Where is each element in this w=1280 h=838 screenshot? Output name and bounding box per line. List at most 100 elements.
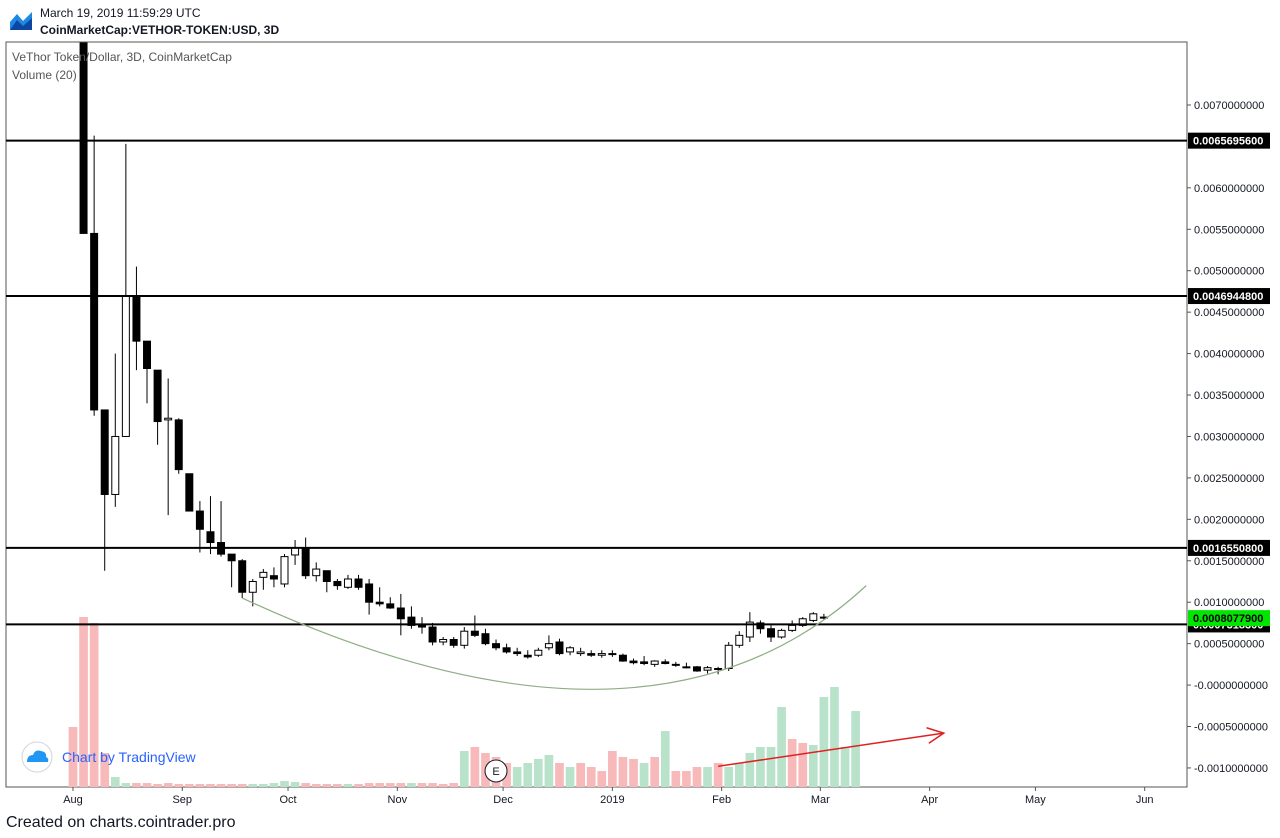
annotations: E [241, 585, 946, 783]
candle-body [809, 613, 818, 621]
time-axis-tick-label: Jun [1136, 794, 1154, 806]
price-axis-tick-label: -0.0005000000 [1194, 722, 1268, 734]
volume-bar [89, 623, 99, 787]
candle-body [513, 651, 522, 655]
time-axis[interactable]: Aug Sep Oct Nov Dec 2019 Feb Mar Apr May Jun [63, 787, 1154, 806]
candle-body [460, 630, 469, 646]
volume-bar [586, 767, 596, 787]
volume-bar [608, 751, 617, 787]
time-axis-tick-label: Aug [63, 794, 83, 806]
volume-bar [703, 767, 712, 787]
snapshot-timestamp: March 19, 2019 11:59:29 UTC [40, 6, 201, 20]
candle-body [354, 578, 363, 588]
candle-body [650, 660, 659, 665]
volume-bar [364, 783, 374, 787]
candle-body [587, 653, 596, 656]
volume-bar [216, 784, 226, 787]
volume-bar [734, 763, 744, 787]
volume-trend-arrow-head [926, 727, 946, 744]
volume-bar [650, 757, 660, 787]
volume-bar [153, 784, 162, 787]
volume-bars [68, 617, 860, 787]
candle-body [788, 624, 797, 631]
price-badges: 0.00656956000.00469448000.00165508000.00… [1188, 132, 1270, 633]
time-axis-tick-label: Mar [811, 794, 830, 806]
volume-indicator-label: Volume (20) [12, 68, 77, 82]
candle-body [111, 435, 120, 495]
candle-body [714, 667, 723, 670]
rounded-bottom-curve [241, 585, 867, 690]
candle-body [777, 629, 786, 638]
candle-body [79, 42, 88, 234]
price-axis-tick-label: 0.0060000000 [1194, 183, 1264, 195]
volume-bar [322, 784, 332, 787]
volume-bar [798, 743, 808, 787]
candle-body [100, 409, 109, 495]
volume-bar [756, 747, 765, 787]
tradingview-cloud-shape [27, 750, 49, 762]
price-axis[interactable]: 0.0070000000 0.0060000000 0.0055000000 0.00… [1187, 100, 1268, 775]
candle-body [396, 607, 405, 620]
volume-bar [766, 747, 776, 787]
volume-bar [121, 783, 131, 787]
volume-bar [396, 783, 406, 787]
volume-bar [629, 759, 638, 787]
price-axis-tick-label: -0.0000000000 [1194, 680, 1268, 692]
tradingview-watermark[interactable]: Chart by TradingView [21, 741, 196, 773]
footer-credit: Created on charts.cointrader.pro [6, 814, 236, 831]
candle-body [492, 643, 501, 649]
candle-body [259, 571, 268, 578]
volume-bar [787, 739, 797, 787]
tradingview-watermark-text: Chart by TradingView [62, 749, 196, 765]
volume-bar [174, 784, 184, 787]
candle-body [534, 649, 543, 656]
candle-body [428, 626, 437, 643]
time-axis-tick-label: Sep [172, 794, 192, 806]
volume-bar [840, 747, 850, 787]
candle-body [365, 583, 374, 603]
candle-body [238, 560, 247, 593]
last-price-badge: 0.0008077900 [1193, 613, 1263, 625]
horizontal-levels [6, 139, 1187, 626]
time-axis-tick-label: 2019 [600, 794, 624, 806]
candle-body [174, 419, 183, 471]
time-axis-tick-label: Nov [388, 794, 408, 806]
price-axis-tick-label: 0.0010000000 [1194, 597, 1264, 609]
candle-body [343, 578, 352, 588]
volume-bar [343, 784, 353, 787]
candle-body [703, 667, 712, 671]
plot-area[interactable] [5, 41, 1188, 788]
volume-bar [555, 763, 564, 787]
candle-body [153, 369, 162, 423]
volume-bar [523, 763, 533, 787]
candle-body [121, 295, 130, 437]
candle-body [164, 417, 173, 421]
event-marker-icon [484, 759, 508, 783]
volume-bar [259, 784, 268, 787]
time-axis-tick-label: Oct [279, 794, 296, 806]
candle-body [206, 531, 215, 544]
candle-body [185, 473, 194, 512]
volume-bar [417, 783, 427, 787]
volume-bar [724, 767, 734, 787]
volume-bar [248, 784, 258, 787]
price-axis-tick-label: 0.0015000000 [1194, 556, 1264, 568]
symbol-label: CoinMarketCap:VETHOR-TOKEN:USD, 3D [40, 23, 280, 37]
time-axis-tick-label: Apr [921, 794, 938, 806]
chart-title: VeThor Token/Dollar, 3D, CoinMarketCap [12, 50, 232, 64]
candle-body [449, 638, 458, 646]
volume-bar [660, 731, 670, 787]
candle-body [629, 660, 638, 664]
candle-body [597, 653, 606, 656]
volume-bar [544, 755, 554, 787]
volume-bar [428, 783, 437, 787]
candle-body [375, 601, 384, 605]
candle-body [439, 638, 448, 643]
candle-body [735, 634, 744, 646]
volume-bar [237, 784, 247, 787]
volume-bar [100, 753, 110, 787]
candle-body [248, 580, 257, 593]
volume-bar [671, 771, 681, 787]
time-axis-tick-label: May [1025, 794, 1046, 806]
